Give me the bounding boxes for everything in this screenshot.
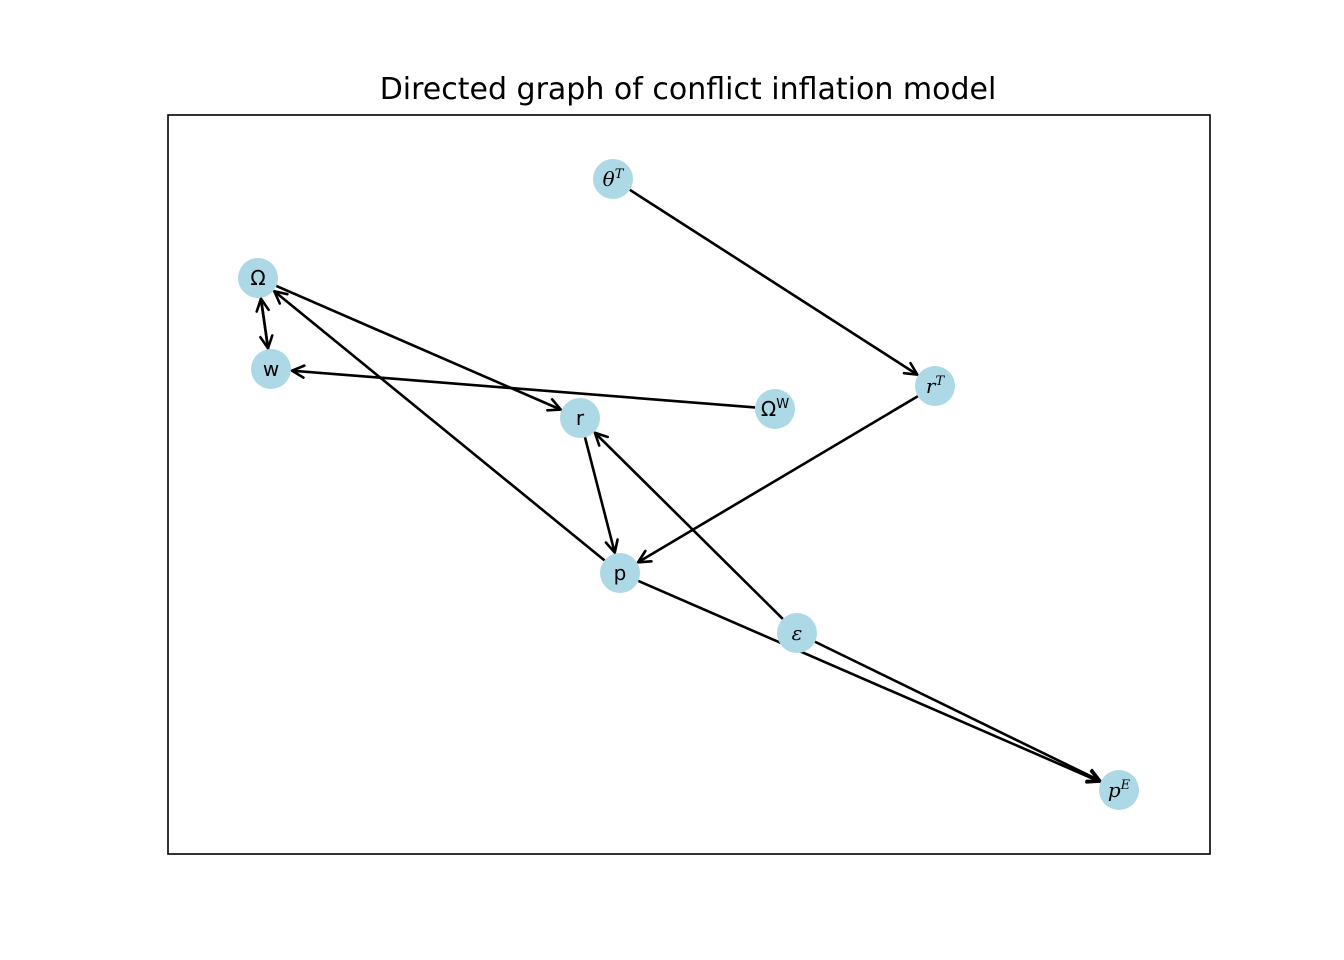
node-label: w: [263, 357, 279, 381]
nodes-layer: θT Ωw rT ΩW r p ε pE: [238, 159, 1139, 810]
edge-p-to-pE: [637, 579, 1102, 784]
plot-frame: [167, 114, 1211, 855]
edge-w-to-Omega: [255, 297, 270, 350]
edge-thetaT-to-rT: [629, 188, 919, 376]
arrowhead: [1085, 768, 1102, 783]
node-label: θT: [603, 167, 625, 191]
node-label: pE: [1108, 778, 1131, 802]
node-Omega: Ω: [238, 258, 278, 298]
arrowhead: [546, 398, 563, 412]
arrowhead: [272, 289, 289, 305]
node-eps: ε: [777, 613, 817, 653]
node-circle: [238, 258, 278, 298]
node-circle: [593, 159, 633, 199]
arrowhead: [593, 431, 609, 447]
node-w: w: [251, 349, 291, 389]
edges-layer: [255, 188, 1102, 784]
node-circle: [251, 349, 291, 389]
edge-Omega-to-r: [275, 284, 563, 412]
node-label: p: [614, 561, 627, 585]
node-circle: [915, 366, 955, 406]
edge-p-to-Omega: [272, 289, 606, 562]
figure-title: Directed graph of conflict inflation mod…: [380, 72, 997, 107]
node-r: r: [560, 398, 600, 438]
node-label: ε: [792, 621, 803, 645]
node-circle: [777, 613, 817, 653]
node-label: rT: [926, 374, 946, 398]
node-circle: [560, 398, 600, 438]
node-label: r: [576, 406, 585, 430]
node-label: ΩW: [761, 397, 789, 421]
edge-eps-to-pE: [814, 640, 1102, 783]
edge-rT-to-p: [636, 395, 919, 564]
arrowhead: [902, 361, 919, 376]
node-pE: pE: [1099, 770, 1139, 810]
node-circle: [755, 389, 795, 429]
node-rT: rT: [915, 366, 955, 406]
arrowhead: [290, 364, 306, 379]
node-circle: [600, 553, 640, 593]
arrowhead: [604, 538, 619, 554]
edge-eps-to-r: [593, 431, 784, 620]
node-circle: [1099, 770, 1139, 810]
node-label: Ω: [250, 266, 265, 290]
arrowhead: [636, 549, 653, 564]
node-thetaT: θT: [593, 159, 633, 199]
edge-r-to-p: [583, 437, 619, 554]
edge-OmegaW-to-w: [290, 364, 756, 409]
node-p: p: [600, 553, 640, 593]
arrowhead: [255, 297, 270, 313]
node-OmegaW: ΩW: [755, 389, 795, 429]
